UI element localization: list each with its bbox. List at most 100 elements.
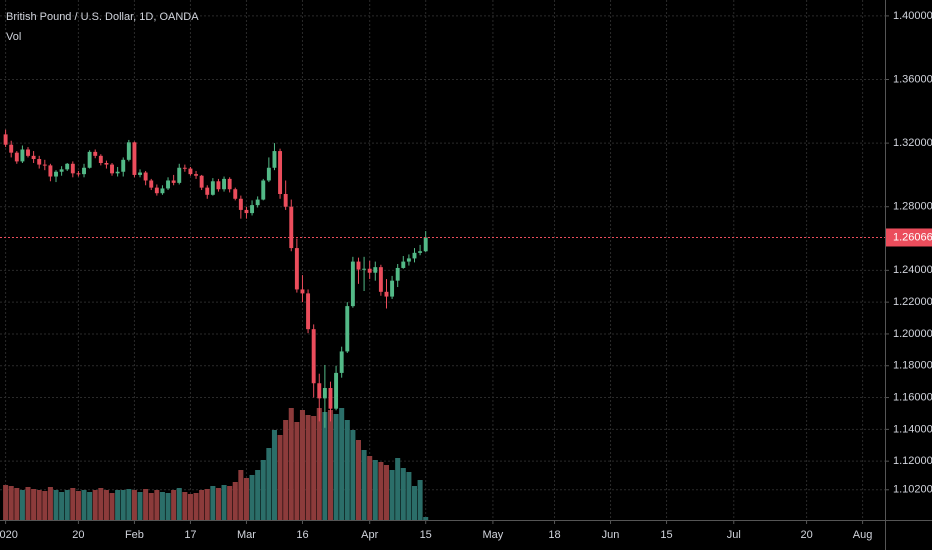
volume-bar: [53, 490, 59, 520]
x-tick-label: 15: [660, 529, 672, 541]
volume-bar: [215, 488, 221, 520]
volume-bar: [98, 488, 104, 520]
candle-body: [261, 180, 266, 200]
candle-body: [362, 268, 367, 270]
volume-bar: [406, 472, 412, 520]
y-tick-label: 1.20000: [893, 328, 932, 340]
candle-body: [138, 172, 142, 175]
candle-body: [233, 189, 238, 199]
candle-body: [115, 171, 120, 174]
y-tick-label: 1.22000: [893, 296, 932, 308]
last-price-box: [886, 228, 932, 247]
candle-body: [171, 180, 176, 183]
volume-bar: [204, 489, 210, 520]
volume-bar: [383, 465, 390, 520]
candle-body: [121, 159, 126, 172]
grid: [0, 0, 885, 520]
volume-bar: [148, 493, 154, 520]
volume-bar: [378, 462, 384, 520]
volume-bar: [120, 490, 126, 520]
candle-body: [31, 155, 36, 160]
candle-body: [70, 163, 75, 174]
candle-body: [76, 173, 81, 175]
axes: 1.10200 1.12000 1.14000 1.16000 1.18000 1.200…: [0, 10, 932, 541]
volume-bar: [344, 420, 350, 520]
volume-bar: [316, 408, 322, 520]
y-tick-label: 1.16000: [893, 391, 932, 403]
volume-bar: [333, 414, 339, 520]
candle-body: [401, 261, 406, 268]
volume-bar: [305, 415, 311, 520]
candle-body: [373, 267, 378, 273]
candle-body: [177, 167, 182, 183]
candle-body: [54, 171, 58, 177]
y-tick-label: 1.10200: [893, 484, 932, 496]
volume-bar: [81, 490, 87, 520]
volume-bar: [143, 489, 149, 520]
candle-body: [222, 178, 227, 190]
candle-body: [306, 293, 311, 330]
candle-body: [216, 181, 221, 190]
y-tick-label: 1.36000: [893, 73, 932, 85]
volume-bar: [417, 480, 423, 520]
volume-bar: [255, 470, 261, 520]
candle-body: [283, 194, 288, 207]
x-tick-label: Apr: [361, 529, 378, 541]
candle-body: [339, 351, 344, 373]
candle-body: [87, 151, 92, 168]
volume-bar: [182, 492, 188, 520]
y-tick-label: 1.40000: [893, 10, 932, 22]
volume-bar: [70, 488, 76, 520]
volume-bar: [36, 490, 42, 520]
volume-bar: [137, 492, 143, 520]
candle-body: [345, 306, 350, 352]
volume-bar: [221, 485, 227, 520]
volume-bar: [243, 478, 249, 520]
candle-body: [126, 142, 131, 160]
volume-bar: [361, 450, 367, 520]
volume-bar: [14, 488, 20, 520]
volume-bar: [367, 456, 373, 520]
candle-body: [199, 175, 204, 188]
volume-bar: [47, 487, 53, 520]
candle-body: [9, 144, 14, 153]
candle-body: [110, 164, 114, 174]
x-tick-label: May: [483, 529, 504, 541]
volume-bar: [227, 486, 233, 520]
volume-label: Vol: [6, 31, 21, 43]
price-pane: [0, 129, 885, 428]
candle-body: [395, 267, 400, 281]
candle-body: [205, 187, 210, 195]
volume-bar: [109, 493, 115, 520]
candle-body: [98, 155, 103, 163]
volume-bar: [423, 517, 429, 520]
candle-body: [350, 261, 355, 307]
candle-body: [143, 172, 148, 181]
candle-body: [356, 261, 361, 270]
candle-body: [300, 289, 305, 294]
candle-body: [244, 209, 249, 214]
candle-body: [160, 188, 165, 194]
volume-bar: [19, 490, 25, 520]
volume-bar: [159, 492, 165, 520]
volume-bar: [288, 408, 294, 520]
volume-bar: [260, 460, 266, 520]
y-tick-label: 1.28000: [893, 201, 932, 213]
volume-bar: [92, 490, 98, 520]
candle-body: [182, 167, 187, 169]
volume-bar: [154, 490, 160, 520]
candle-body: [59, 169, 64, 172]
candle-body: [188, 168, 193, 175]
x-tick-label: Feb: [125, 529, 144, 541]
candle-body: [412, 252, 417, 259]
candle-body: [14, 152, 19, 162]
volume-bar: [327, 410, 333, 520]
volume-bar: [193, 493, 199, 520]
volume-bar: [395, 458, 401, 520]
volume-bar: [350, 430, 356, 520]
volume-bar: [165, 493, 171, 520]
x-tick-label: Jun: [602, 529, 620, 541]
